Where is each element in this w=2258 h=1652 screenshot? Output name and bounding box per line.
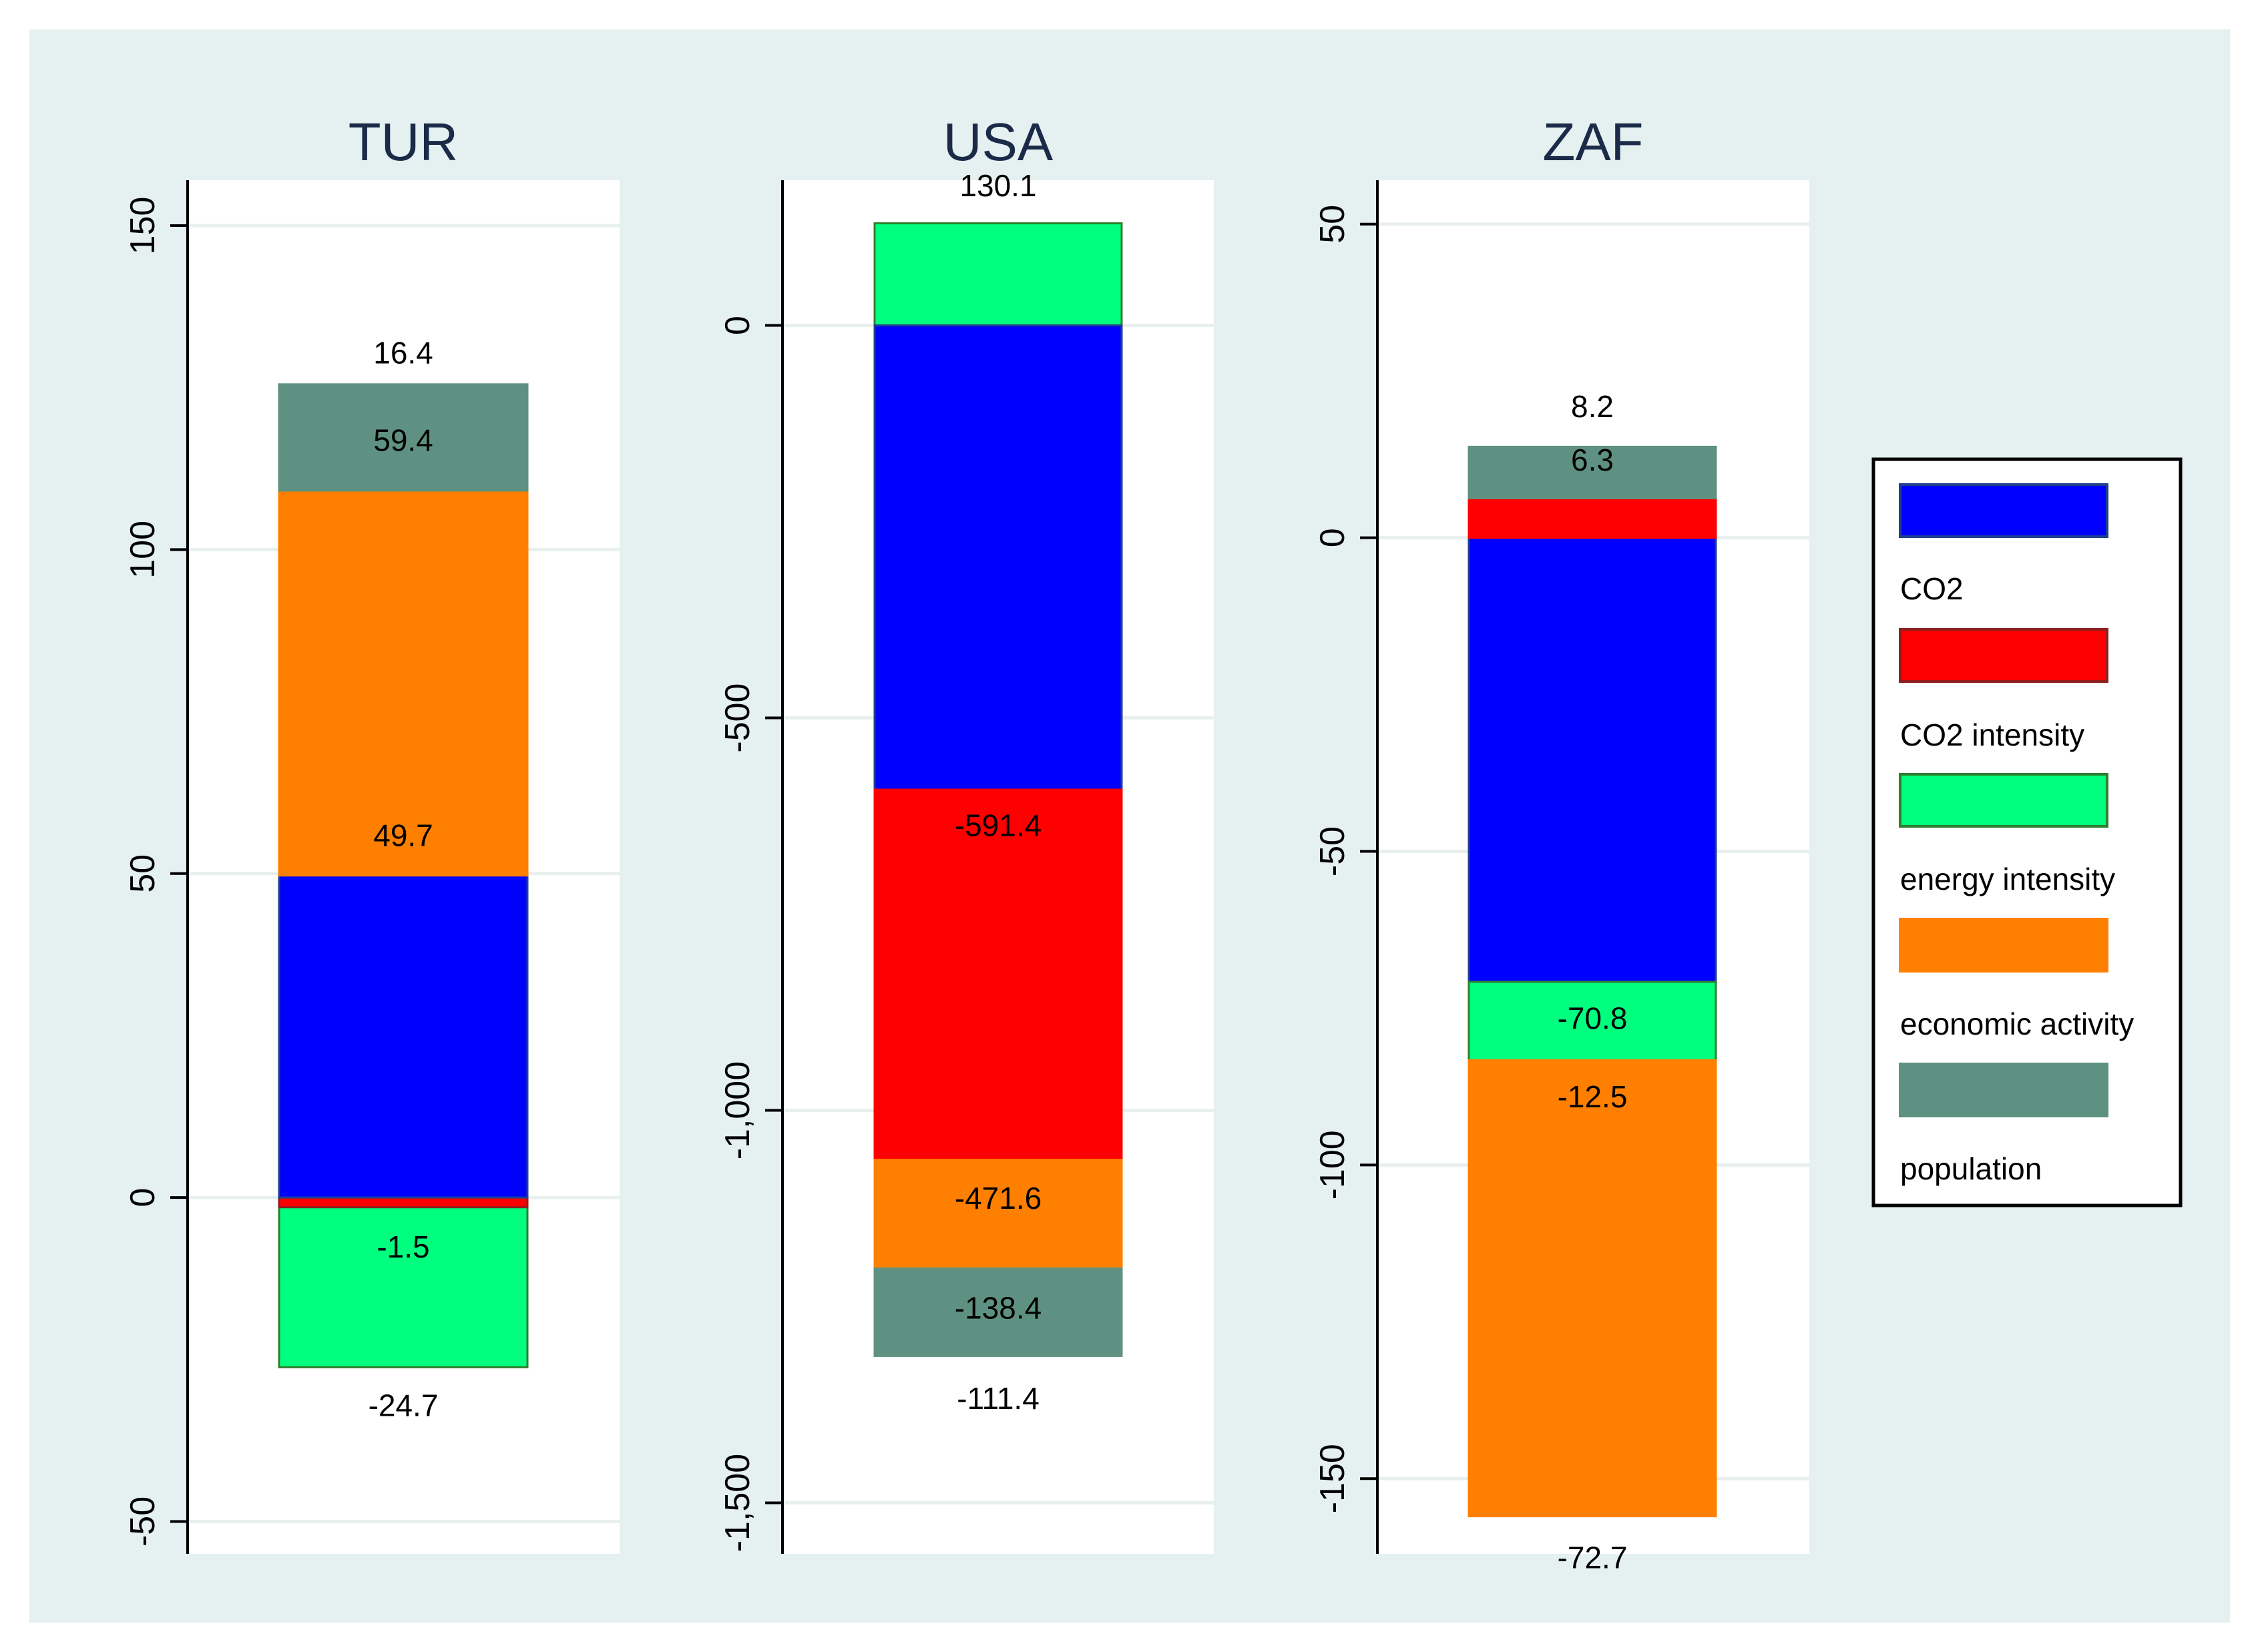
bar-segment-energy-intensity — [873, 222, 1123, 327]
y-tick-label: 0 — [124, 1188, 162, 1207]
y-tick-label: 0 — [1313, 528, 1352, 547]
panel-title: USA — [943, 112, 1054, 172]
y-tick-label: 50 — [124, 854, 162, 893]
y-tick-label: -500 — [718, 683, 757, 753]
data-label: 49.7 — [373, 818, 433, 852]
data-label: 8.2 — [1571, 389, 1614, 424]
bar-segment-co2-intensity — [278, 1196, 529, 1209]
legend-swatch-population — [1899, 1063, 2108, 1117]
data-label: 59.4 — [373, 423, 433, 457]
data-label: -70.8 — [1558, 1001, 1628, 1035]
y-tick-label: 0 — [718, 316, 757, 335]
legend-swatch-economic-activity — [1899, 918, 2108, 973]
data-label: -24.7 — [369, 1388, 439, 1423]
data-label: 6.3 — [1571, 443, 1614, 477]
legend-item-population: population — [1899, 1063, 2108, 1186]
data-label: 130.1 — [959, 168, 1036, 203]
bar-segment-co2-intensity — [1467, 497, 1717, 539]
chart-panel-usa: USA 0 -500 -1,000 -1,500 130.1 -591.4 -471.6 -1… — [718, 112, 1214, 1554]
legend: CO2 CO2 intensity energy intensity econo… — [1871, 457, 2183, 1207]
y-tick-label: 50 — [1313, 205, 1352, 244]
bar-segment-economic-activity — [278, 489, 529, 877]
legend-swatch-co2-intensity — [1899, 628, 2108, 683]
legend-swatch-energy-intensity — [1899, 773, 2108, 828]
legend-item-co2: CO2 — [1899, 483, 2108, 606]
legend-label-population: population — [1900, 1151, 2042, 1186]
legend-label-economic-activity: economic activity — [1900, 1007, 2134, 1041]
bar-segment-co2 — [278, 874, 529, 1199]
data-label: -72.7 — [1558, 1541, 1628, 1575]
bar-segment-energy-intensity — [278, 1206, 529, 1368]
panel-title: TUR — [349, 112, 458, 172]
legend-item-energy-intensity: energy intensity — [1899, 773, 2115, 896]
bar-segment-population — [278, 383, 529, 492]
data-label: -1.5 — [377, 1229, 429, 1264]
legend-item-economic-activity: economic activity — [1899, 918, 2134, 1041]
data-label: 16.4 — [373, 335, 433, 370]
bar-segment-economic-activity — [873, 1159, 1123, 1270]
bar-segment-economic-activity — [1467, 1059, 1717, 1518]
y-tick-label: -150 — [1313, 1444, 1352, 1513]
legend-swatch-co2 — [1899, 483, 2108, 538]
data-label: -591.4 — [955, 808, 1042, 842]
bar-segment-energy-intensity — [1467, 981, 1717, 1061]
bar-segment-co2 — [1467, 537, 1717, 983]
bar-segment-population — [1467, 445, 1717, 499]
panel-title: ZAF — [1542, 112, 1643, 172]
data-label: -471.6 — [955, 1181, 1042, 1215]
data-label: -138.4 — [955, 1291, 1042, 1326]
y-tick-label: -1,500 — [718, 1454, 757, 1552]
chart-panel-tur: TUR 150 100 50 0 -50 16.4 59.4 49.7 -1.5 -24.7 — [124, 112, 620, 1554]
legend-label-co2-intensity: CO2 intensity — [1900, 718, 2084, 752]
y-tick-label: -50 — [1313, 826, 1352, 876]
y-tick-label: -100 — [1313, 1130, 1352, 1199]
y-tick-label: -1,000 — [718, 1061, 757, 1159]
y-tick-label: 100 — [124, 521, 162, 579]
legend-label-co2: CO2 — [1900, 571, 1964, 606]
data-label: -12.5 — [1558, 1079, 1628, 1114]
y-tick-label: 150 — [124, 197, 162, 255]
data-label: -111.4 — [957, 1381, 1040, 1416]
chart-panel-zaf: ZAF 50 0 -50 -100 -150 8.2 6.3 -70.8 -12.5 -72.7 — [1313, 112, 1809, 1575]
bar-segment-population — [873, 1267, 1123, 1357]
bar-segment-co2 — [873, 324, 1123, 791]
legend-item-co2-intensity: CO2 intensity — [1899, 628, 2108, 752]
y-tick-label: -50 — [124, 1496, 162, 1547]
bar-segment-co2-intensity — [873, 788, 1123, 1161]
legend-label-energy-intensity: energy intensity — [1900, 862, 2115, 896]
